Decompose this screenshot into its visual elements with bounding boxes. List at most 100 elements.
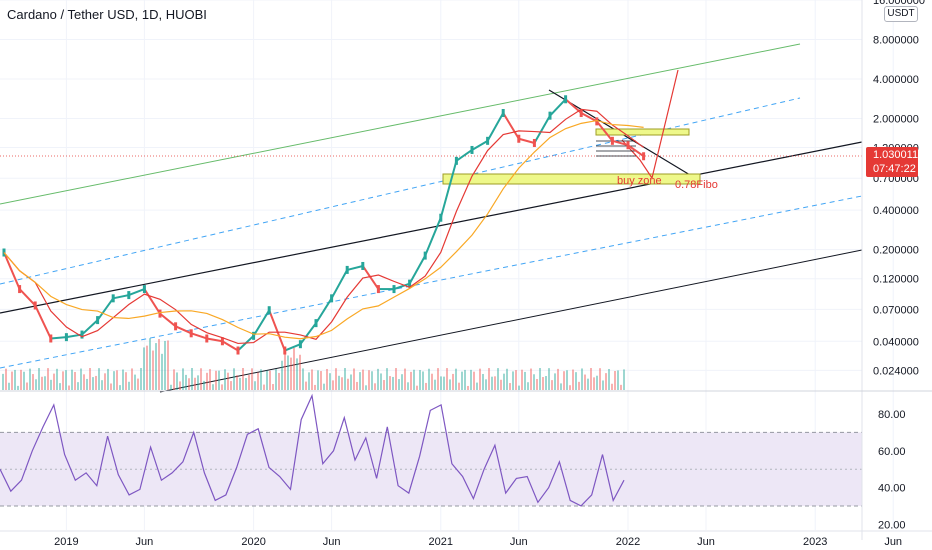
volume-bar (521, 369, 523, 390)
ma-slow-line (3, 119, 644, 340)
channel-mid-lower-line (0, 195, 863, 369)
volume-bar (560, 383, 562, 390)
channel-mid-upper-line (0, 97, 801, 285)
price-segment (455, 149, 473, 162)
volume-bar (443, 376, 445, 390)
y-tick-label: 8.000000 (873, 34, 919, 46)
buy-zone-label: buy zone (617, 175, 662, 187)
x-tick-label: Jun (884, 536, 902, 548)
volume-bar (428, 368, 430, 390)
volume-bar (317, 370, 319, 390)
x-tick-label: Jun (323, 536, 341, 548)
resistance-box (595, 128, 690, 136)
price-candle (564, 95, 568, 104)
price-segment (81, 319, 99, 336)
y-tick-label: 0.070000 (873, 304, 919, 316)
volume-bar (596, 375, 598, 390)
price-segment (221, 340, 239, 352)
volume-bar (584, 374, 586, 390)
price-candle (18, 285, 22, 294)
rsi-tick-label: 20.00 (878, 519, 906, 531)
volume-bar (473, 371, 475, 390)
y-tick-label: 2.000000 (873, 113, 919, 125)
price-segment (612, 139, 629, 147)
volume-bar (290, 357, 292, 390)
price-segment (580, 112, 598, 123)
volume-bar (506, 368, 508, 390)
volume-bar (434, 379, 436, 390)
volume-bar (308, 372, 310, 390)
price-candle (96, 316, 100, 325)
volume-bar (572, 369, 574, 390)
volume-bar (611, 383, 613, 390)
volume-bar (143, 347, 145, 390)
volume-bar (407, 382, 409, 390)
volume-bar (218, 370, 220, 390)
volume-bar (86, 378, 88, 390)
volume-bar (8, 382, 10, 390)
volume-bar (260, 369, 262, 390)
currency-button[interactable]: USDT (884, 6, 918, 22)
volume-bar (581, 368, 583, 390)
volume-bar (197, 375, 199, 390)
price-candle (33, 301, 37, 310)
volume-bar (5, 368, 7, 390)
volume-bar (446, 368, 448, 390)
price-segment (533, 115, 551, 144)
volume-bar (503, 373, 505, 390)
volume-bar (548, 368, 550, 390)
volume-bar (575, 372, 577, 390)
volume-bar (563, 371, 565, 390)
volume-bar (149, 338, 151, 390)
volume-bar (77, 382, 79, 390)
volume-bar (536, 378, 538, 390)
volume-bar (170, 384, 172, 390)
price-segment (3, 252, 21, 290)
volume-bar (311, 369, 313, 390)
rsi-tick-label: 40.00 (878, 483, 906, 495)
volume-bar (53, 373, 55, 390)
price-candle (220, 337, 224, 346)
volume-bar (341, 377, 343, 390)
volume-bar (2, 373, 4, 390)
volume-bar (569, 385, 571, 390)
volume-bar (500, 379, 502, 390)
volume-bar (272, 384, 274, 390)
volume-bar (107, 368, 109, 390)
volume-bar (491, 376, 493, 390)
volume-bar (353, 368, 355, 390)
volume-bar (389, 376, 391, 390)
volume-bar (551, 380, 553, 390)
ma-fast-line (3, 108, 644, 345)
volume-bar (416, 385, 418, 390)
price-candle (408, 279, 412, 288)
price-segment (159, 312, 177, 328)
volume-bar (365, 385, 367, 390)
y-tick-label: 4.000000 (873, 74, 919, 86)
price-candle (142, 285, 146, 294)
volume-bar (191, 368, 193, 390)
volume-bar (386, 368, 388, 390)
price-candle (454, 156, 458, 165)
volume-bar (47, 368, 49, 390)
price-candle (80, 330, 84, 339)
price-segment (299, 322, 317, 345)
volume-bar (605, 373, 607, 390)
price-segment (439, 160, 458, 218)
price-segment (143, 288, 161, 315)
volume-bar (440, 376, 442, 390)
volume-bar (161, 353, 163, 390)
volume-bar (392, 376, 394, 390)
volume-bar (131, 368, 133, 390)
last-price: 1.030011 (873, 149, 919, 161)
volume-bar (155, 343, 157, 390)
volume-bar (122, 369, 124, 390)
volume-bar (554, 373, 556, 390)
volume-bar (206, 372, 208, 390)
volume-bar (347, 378, 349, 390)
volume-bar (263, 384, 265, 390)
price-segment (18, 288, 36, 307)
volume-bar (338, 375, 340, 390)
volume-bar (590, 368, 592, 390)
